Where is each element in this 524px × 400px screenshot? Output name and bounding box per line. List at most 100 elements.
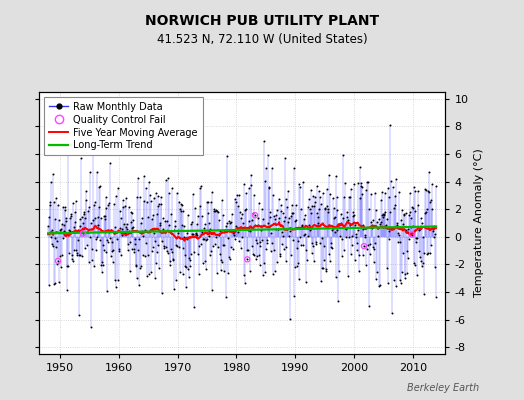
Point bbox=[263, 240, 271, 246]
Point bbox=[67, 211, 75, 218]
Point bbox=[161, 228, 169, 235]
Point bbox=[97, 269, 106, 275]
Point bbox=[151, 190, 160, 196]
Point bbox=[139, 233, 147, 240]
Point bbox=[429, 227, 438, 234]
Point bbox=[149, 212, 157, 218]
Point bbox=[209, 243, 217, 249]
Point bbox=[211, 208, 220, 214]
Point bbox=[355, 194, 364, 201]
Point bbox=[56, 253, 64, 259]
Point bbox=[50, 234, 59, 241]
Point bbox=[312, 241, 320, 248]
Point bbox=[330, 228, 339, 235]
Point bbox=[110, 200, 118, 207]
Point bbox=[422, 187, 430, 193]
Point bbox=[258, 205, 267, 212]
Point bbox=[354, 180, 362, 186]
Point bbox=[141, 240, 150, 246]
Point bbox=[217, 259, 226, 265]
Point bbox=[191, 205, 200, 211]
Point bbox=[122, 195, 130, 202]
Point bbox=[150, 274, 159, 281]
Point bbox=[206, 252, 215, 258]
Point bbox=[347, 242, 356, 248]
Point bbox=[418, 263, 427, 270]
Point bbox=[173, 227, 182, 233]
Point bbox=[402, 270, 411, 277]
Point bbox=[397, 280, 405, 286]
Point bbox=[379, 211, 387, 217]
Point bbox=[339, 152, 347, 158]
Point bbox=[227, 244, 235, 250]
Point bbox=[156, 221, 165, 228]
Point bbox=[130, 249, 138, 255]
Point bbox=[373, 218, 381, 225]
Point bbox=[87, 220, 95, 226]
Point bbox=[413, 272, 422, 278]
Point bbox=[334, 221, 343, 228]
Point bbox=[285, 214, 293, 221]
Point bbox=[307, 186, 315, 193]
Point bbox=[332, 274, 340, 280]
Point bbox=[257, 227, 266, 233]
Point bbox=[316, 278, 325, 284]
Point bbox=[403, 254, 412, 261]
Point bbox=[51, 216, 59, 222]
Point bbox=[420, 290, 428, 297]
Point bbox=[226, 219, 234, 226]
Point bbox=[154, 242, 162, 248]
Point bbox=[146, 198, 155, 204]
Point bbox=[319, 190, 328, 196]
Point bbox=[365, 303, 374, 310]
Point bbox=[328, 226, 336, 233]
Point bbox=[232, 199, 241, 205]
Point bbox=[216, 228, 224, 234]
Point bbox=[268, 239, 277, 246]
Point bbox=[215, 232, 223, 238]
Point bbox=[71, 247, 80, 254]
Point bbox=[81, 215, 89, 221]
Point bbox=[295, 181, 303, 187]
Point bbox=[89, 151, 97, 157]
Point bbox=[163, 175, 172, 181]
Point bbox=[210, 206, 219, 213]
Point bbox=[143, 199, 151, 205]
Point bbox=[56, 227, 64, 233]
Point bbox=[293, 260, 302, 266]
Point bbox=[408, 223, 417, 230]
Point bbox=[297, 242, 305, 248]
Point bbox=[131, 240, 139, 247]
Point bbox=[158, 238, 167, 244]
Point bbox=[94, 204, 103, 210]
Point bbox=[201, 221, 209, 227]
Point bbox=[281, 258, 290, 264]
Point bbox=[315, 206, 323, 212]
Point bbox=[358, 190, 366, 197]
Point bbox=[322, 268, 331, 274]
Point bbox=[288, 210, 297, 216]
Point bbox=[264, 152, 272, 158]
Point bbox=[334, 298, 342, 304]
Point bbox=[127, 209, 135, 215]
Point bbox=[301, 246, 310, 253]
Point bbox=[379, 212, 388, 218]
Point bbox=[180, 234, 189, 240]
Point bbox=[343, 208, 352, 215]
Point bbox=[391, 193, 400, 199]
Point bbox=[402, 210, 410, 216]
Point bbox=[364, 179, 373, 186]
Point bbox=[63, 287, 71, 293]
Point bbox=[141, 253, 149, 259]
Point bbox=[422, 206, 431, 212]
Point bbox=[385, 236, 394, 242]
Point bbox=[154, 193, 162, 199]
Point bbox=[431, 294, 440, 300]
Point bbox=[188, 231, 196, 238]
Point bbox=[102, 205, 111, 211]
Point bbox=[300, 216, 308, 222]
Point bbox=[265, 185, 274, 192]
Point bbox=[50, 281, 58, 287]
Point bbox=[275, 195, 283, 202]
Point bbox=[238, 234, 246, 240]
